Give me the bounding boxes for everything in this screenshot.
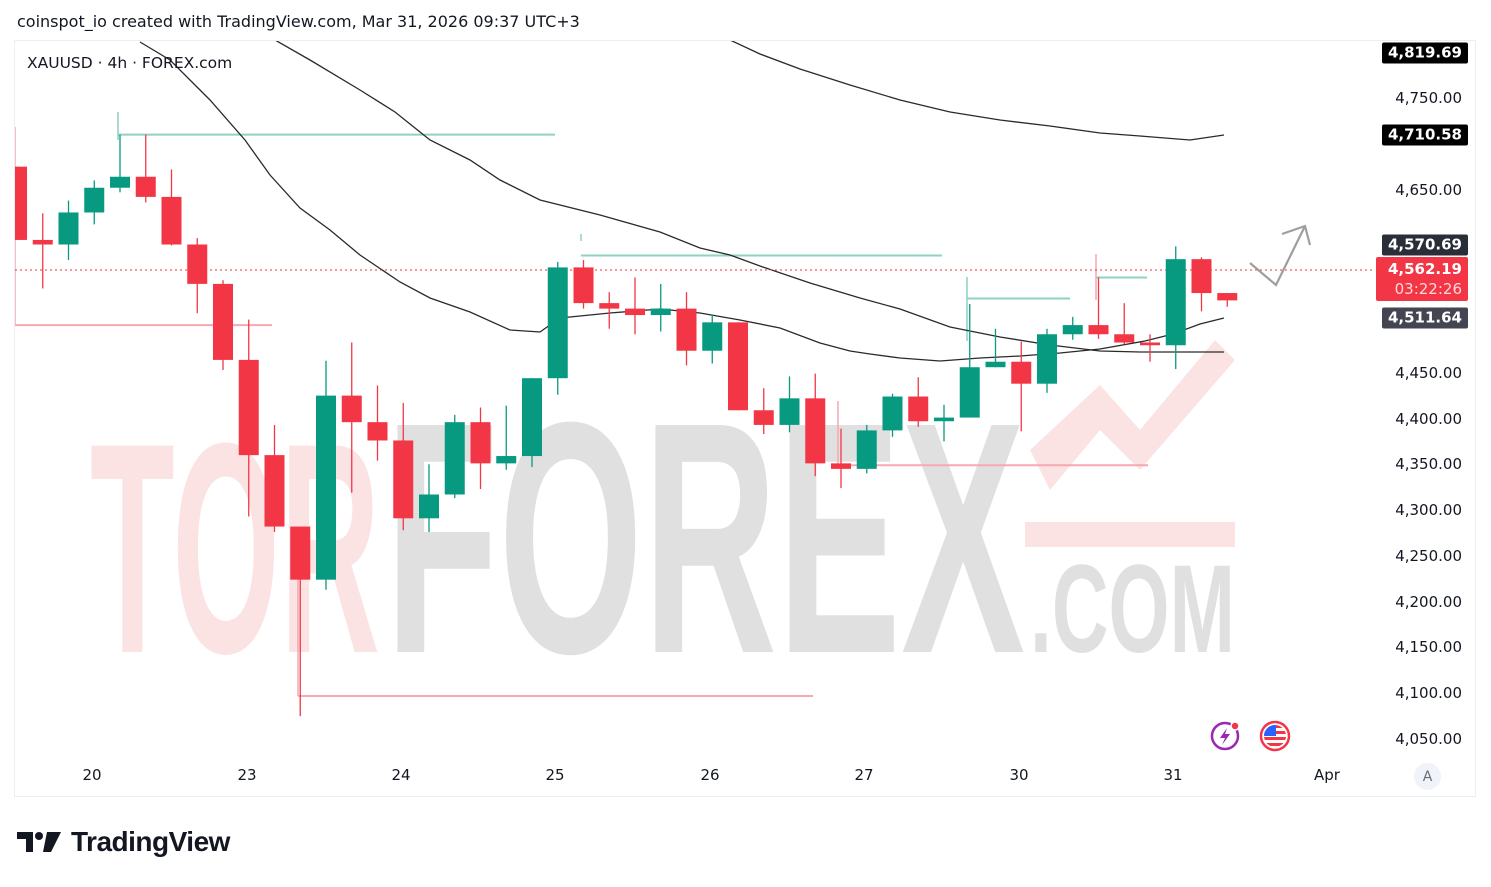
candle[interactable] [702,315,723,364]
candle[interactable] [882,393,903,437]
candle[interactable] [84,180,105,225]
candle[interactable] [341,342,362,493]
candle[interactable] [316,360,336,590]
ma-mid-price-tag: 4,710.58 [1381,124,1468,146]
candle[interactable] [290,526,311,717]
candle[interactable] [496,405,517,470]
price-axis-tick: 4,750.00 [1395,89,1462,107]
candle[interactable] [547,261,568,395]
candle[interactable] [728,322,748,411]
moving-average-line [730,41,1225,141]
candle[interactable] [135,134,156,203]
candle[interactable] [908,377,929,427]
candle[interactable] [161,169,182,246]
candle[interactable] [753,388,774,435]
candle[interactable] [1088,277,1109,339]
candle[interactable] [650,283,671,332]
candle[interactable] [1140,334,1160,362]
candle[interactable] [573,260,594,309]
candle[interactable] [264,424,285,533]
price-axis-tick: 4,400.00 [1395,409,1462,428]
chart-attribution: coinspot_io created with TradingView.com… [17,12,580,31]
price-axis-tick: 4,350.00 [1395,455,1462,474]
candle[interactable] [1062,316,1083,340]
candle[interactable] [985,328,1006,368]
candle[interactable] [831,428,851,489]
price-axis-tick: 4,300.00 [1395,501,1462,520]
symbol-label: XAUUSD · 4h · FOREX.com [27,54,233,72]
candle[interactable] [522,378,542,468]
price-axis-tick: 4,150.00 [1395,638,1462,657]
lightning-icon[interactable] [1209,720,1241,752]
time-axis-label: 25 [545,766,565,784]
time-axis-label: 26 [700,766,720,784]
svg-text:TOR: TOR [90,380,380,716]
current-price-value: 4,562.19 [1387,260,1462,278]
candle[interactable] [7,166,27,240]
candle[interactable] [625,277,645,335]
price-axis-tick: 4,650.00 [1395,180,1462,199]
candle[interactable] [805,373,826,477]
torforex-watermark: TOR FOREX .COM [90,340,1235,722]
candle[interactable] [676,292,697,366]
candle[interactable] [444,414,465,499]
candle[interactable] [934,404,954,442]
projection-arrow-drawing[interactable] [1249,224,1312,287]
candle[interactable] [599,292,620,329]
candle[interactable] [419,464,439,533]
time-axis-label: 24 [391,766,411,784]
auto-scale-button[interactable]: A [1414,763,1441,790]
candle[interactable] [856,424,877,474]
candle[interactable] [213,280,233,370]
candle[interactable] [1114,303,1135,345]
candle[interactable] [367,385,388,461]
candle[interactable] [187,238,208,314]
candle[interactable] [1037,328,1057,393]
bar-countdown: 03:22:26 [1394,280,1462,298]
time-axis-label: 23 [237,766,257,784]
time-axis-label: 20 [82,766,102,784]
candle[interactable] [1165,246,1186,370]
candle[interactable] [32,213,53,289]
current-price-tag: 4,562.19 03:22:26 [1376,257,1468,301]
price-axis-tick: 4,450.00 [1395,363,1462,382]
price-axis-tick: 4,100.00 [1395,684,1462,703]
candle[interactable] [110,134,130,193]
tradingview-logo-icon [17,832,61,852]
tradingview-brand: TradingView [71,826,230,857]
candle[interactable] [470,407,491,490]
candle[interactable] [1011,341,1032,432]
candle[interactable] [238,319,259,517]
ma-fast-lower-price-tag: 4,511.64 [1381,307,1468,329]
svg-text:.COM: .COM [1030,540,1235,679]
ma-fast-upper-price-tag: 4,570.69 [1381,234,1468,256]
time-axis-label: 27 [854,766,874,784]
time-axis-label: 31 [1163,766,1183,784]
moving-average-line [275,41,1224,353]
candle[interactable] [1191,257,1212,312]
price-axis-tick: 4,250.00 [1395,546,1462,565]
time-axis-label: 30 [1009,766,1029,784]
time-axis-label: Apr [1314,766,1340,784]
price-axis-tick: 4,050.00 [1395,730,1462,748]
candle[interactable] [58,200,79,261]
us-flag-icon[interactable] [1259,720,1291,752]
candle[interactable] [779,376,800,433]
price-axis-tick: 4,200.00 [1395,592,1462,611]
candle[interactable] [959,304,980,418]
candle[interactable] [393,402,414,531]
tradingview-logo[interactable]: TradingView [17,826,230,858]
candle[interactable] [1217,293,1238,307]
ma-slow-price-tag: 4,819.69 [1381,42,1468,64]
